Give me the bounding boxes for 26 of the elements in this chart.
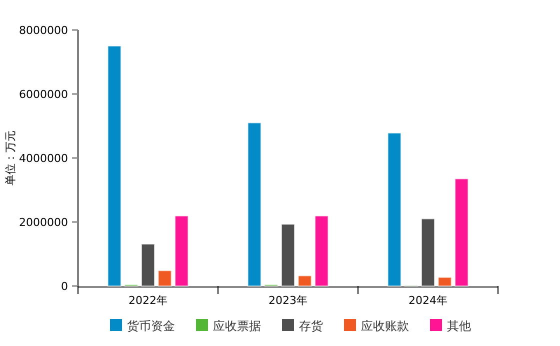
y-tick-label: 2000000 [19, 216, 68, 229]
bar [454, 178, 469, 286]
y-tick-label: 4000000 [19, 152, 68, 165]
legend-label: 存货 [299, 319, 323, 333]
bar [107, 46, 122, 286]
bar [247, 122, 262, 286]
y-axis-title: 单位：万元 [4, 130, 17, 186]
legend-label: 货币资金 [127, 319, 175, 333]
legend-label: 应收账款 [361, 319, 409, 333]
legend-label: 其他 [447, 319, 471, 333]
x-tick-label: 2023年 [268, 294, 308, 307]
y-tick-label: 0 [61, 280, 68, 293]
bar [421, 218, 435, 286]
bar [158, 270, 172, 286]
bar [298, 275, 312, 286]
bar [438, 276, 452, 286]
bar [281, 224, 295, 286]
bar [314, 215, 329, 286]
bar [387, 132, 402, 286]
y-tick-label: 6000000 [19, 88, 68, 101]
bar [174, 215, 189, 286]
x-tick-label: 2022年 [128, 294, 168, 307]
legend-label: 应收票据 [213, 319, 261, 333]
bar [141, 244, 155, 286]
x-tick-label: 2024年 [408, 294, 448, 307]
y-tick-label: 8000000 [19, 24, 68, 37]
